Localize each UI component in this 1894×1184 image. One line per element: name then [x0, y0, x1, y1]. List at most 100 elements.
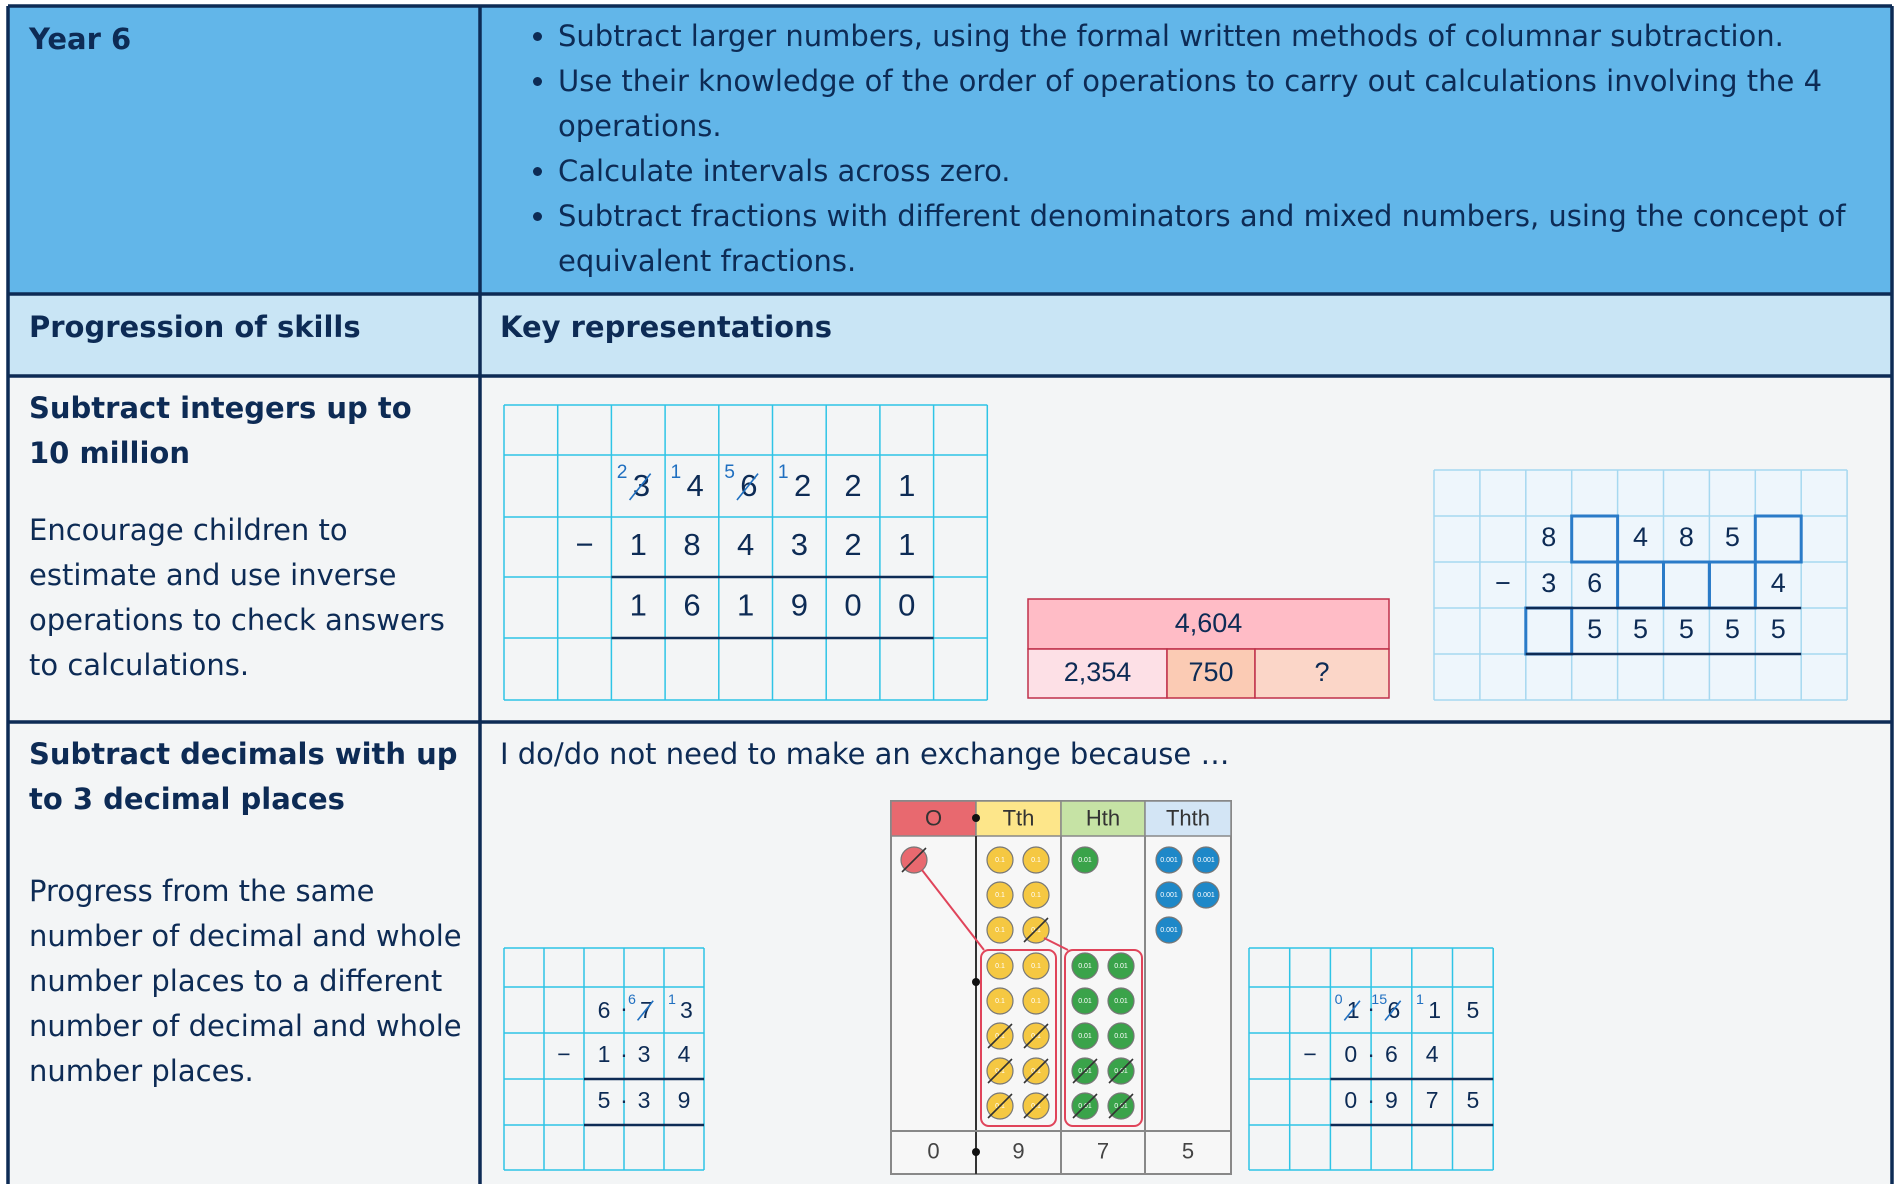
cross-out	[1023, 1023, 1049, 1049]
digit: 4	[1633, 522, 1648, 552]
subheader-bg	[8, 294, 1892, 376]
counter-label: 0.01	[1114, 998, 1128, 1005]
counter-label: 0.001	[1160, 857, 1178, 864]
decimal-point: ·	[620, 1041, 628, 1067]
digit: 7	[1426, 1087, 1439, 1113]
skill-title: Subtract decimals with up to 3 decimal p…	[29, 737, 458, 816]
decimal-point: ·	[620, 995, 628, 1021]
column-header: Tth	[1003, 805, 1035, 830]
exchange-digit: 1	[668, 992, 676, 1008]
digit: 2	[794, 468, 811, 503]
decimal-point: ·	[620, 1087, 628, 1113]
operator: −	[575, 527, 593, 562]
digit: 0	[844, 588, 861, 623]
digit: 1	[1428, 997, 1441, 1023]
digit: 5	[1466, 997, 1479, 1023]
cross-out	[636, 1000, 654, 1021]
cross-out	[1072, 1093, 1098, 1119]
chart-digit: 5	[1182, 1138, 1194, 1163]
bar-part	[1254, 648, 1390, 699]
exchange-digit: 1	[778, 462, 789, 483]
objective: Subtract larger numbers, using the forma…	[558, 14, 1894, 59]
exchange-box	[980, 949, 1057, 1127]
cross-out	[987, 1058, 1013, 1084]
decimal-point: ·	[1367, 1087, 1375, 1113]
prompt: I do/do not need to make an exchange bec…	[500, 737, 1230, 771]
digit: 6	[683, 588, 700, 623]
cross-out	[1108, 1058, 1134, 1084]
counter-label: 0.1	[995, 892, 1005, 899]
decimal-dot	[972, 978, 980, 986]
digit: 3	[638, 1041, 651, 1067]
cross-out	[901, 847, 927, 873]
counter-label: 0.01	[1078, 998, 1092, 1005]
digit: 2	[844, 468, 861, 503]
column-header: Thth	[1166, 805, 1210, 830]
digit: 5	[1466, 1087, 1479, 1113]
column-heading: Key representations	[500, 310, 832, 344]
digit: 6	[1385, 1041, 1398, 1067]
digit: 5	[1679, 614, 1694, 644]
chart-digit: 0	[927, 1138, 939, 1163]
digit: 1	[898, 527, 915, 562]
counter-label: 0.01	[1114, 963, 1128, 970]
counter	[1071, 952, 1099, 980]
counter-label: 0.1	[995, 857, 1005, 864]
counter	[1022, 881, 1050, 909]
cross-out	[1023, 917, 1049, 943]
cross-out	[1023, 1058, 1049, 1084]
column-header: O	[925, 805, 942, 830]
counter-label: 0.1	[995, 998, 1005, 1005]
digit: 3	[1541, 568, 1556, 598]
grid-bg	[1434, 470, 1848, 700]
bar-label: ?	[1314, 657, 1329, 687]
counter	[1022, 987, 1050, 1015]
skill-note: Progress from the same number of decimal…	[29, 874, 462, 1088]
counter-label: 0.01	[1078, 963, 1092, 970]
digit: 9	[678, 1087, 691, 1113]
header-cell	[1060, 800, 1146, 837]
cross-out	[736, 473, 759, 501]
counter-label: 0.1	[1031, 963, 1041, 970]
digit: 1	[737, 588, 754, 623]
exchange-digit: 1	[1416, 992, 1424, 1008]
digit: 6	[1587, 568, 1602, 598]
bar-total	[1027, 598, 1390, 650]
digit: 2	[844, 527, 861, 562]
digit: 3	[638, 1087, 651, 1113]
digit: 4	[687, 468, 704, 503]
counter-label: 0.001	[1160, 927, 1178, 934]
operator: −	[557, 1041, 570, 1067]
digit: 0	[1344, 1087, 1357, 1113]
digit: 9	[1385, 1087, 1398, 1113]
operator: −	[1303, 1041, 1316, 1067]
digit: 5	[598, 1087, 611, 1113]
digit: 0	[1344, 1041, 1357, 1067]
exchange-box	[1064, 949, 1143, 1127]
digit: 9	[791, 588, 808, 623]
decimal-point: ·	[1367, 995, 1375, 1021]
header-cell	[890, 800, 977, 837]
exchange-digit: 0	[1335, 992, 1343, 1008]
digit: 8	[1541, 522, 1556, 552]
decimal-dot	[972, 1148, 980, 1156]
counter-label: 0.01	[1114, 1033, 1128, 1040]
cross-out	[1343, 1000, 1361, 1021]
header-cell	[1144, 800, 1232, 837]
cross-out	[628, 473, 652, 501]
cross-out	[1072, 1058, 1098, 1084]
counter	[1192, 881, 1220, 909]
digit: 8	[1679, 522, 1694, 552]
empty-box	[1753, 514, 1803, 564]
cross-out	[1108, 1093, 1134, 1119]
counter-label: 0.1	[1031, 857, 1041, 864]
counter	[1107, 952, 1135, 980]
counter	[1192, 846, 1220, 874]
empty-box	[1570, 514, 1620, 564]
operator: −	[1495, 568, 1511, 598]
cross-out	[987, 1093, 1013, 1119]
digit: 1	[898, 468, 915, 503]
counter	[1155, 916, 1183, 944]
exchange-digit: 15	[1371, 992, 1387, 1008]
